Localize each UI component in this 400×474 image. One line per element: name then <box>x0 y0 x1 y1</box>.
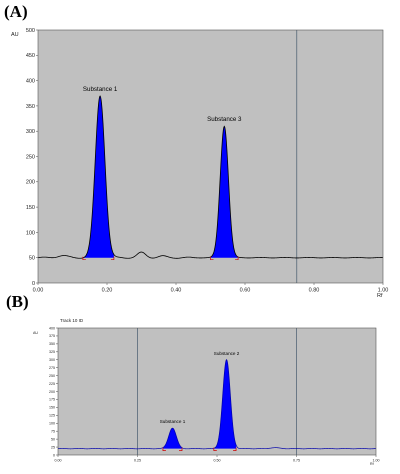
panel-a-xtick-label-5: 1.00 <box>378 288 389 294</box>
panel-b-peak-1-marker-end <box>179 447 183 451</box>
panel-a-letter: (A) <box>4 2 28 21</box>
panel-b-ytick-label-2: 50 <box>51 437 55 441</box>
panel-a-xtick-label-0: 0.00 <box>33 288 44 294</box>
panel-b-ytick-label-15: 375 <box>49 334 55 338</box>
panel-a-y-unit: AU <box>11 32 19 38</box>
panel-a-peak-label-1: Substance 1 <box>83 86 118 93</box>
panel-a-xtick-label-3: 0.60 <box>240 288 251 294</box>
panel-b-ytick-label-16: 400 <box>49 326 55 330</box>
panel-a-ytick-label-6: 300 <box>26 129 35 135</box>
panel-b-ytick-label-10: 250 <box>49 374 55 378</box>
panel-a-x-unit: Rf <box>377 293 383 299</box>
panel-b-x-unit: Rf <box>370 462 374 466</box>
panel-b-peak-1-marker-start <box>162 447 166 451</box>
panel-a-peak-1-marker-start <box>82 256 86 261</box>
panel-b-ytick-label-1: 25 <box>51 445 55 449</box>
panel-b-ytick-label-12: 300 <box>49 358 55 362</box>
panel-b-ytick-label-8: 200 <box>49 390 55 394</box>
panel-b-ytick-label-3: 75 <box>51 429 55 433</box>
panel-a-ytick-label-3: 150 <box>26 205 35 211</box>
panel-b-xtick-label-0: 0.00 <box>55 459 62 463</box>
panel-b-ytick-label-14: 350 <box>49 342 55 346</box>
panel-a-frame <box>37 29 384 284</box>
panel-a-ytick-label-5: 250 <box>26 154 35 160</box>
panel-a-peak-label-2: Substance 3 <box>207 116 242 123</box>
panel-b-plot-area <box>58 328 376 455</box>
panel-b-y-unit: AU <box>33 331 38 335</box>
panel-a-ytick-label-4: 200 <box>26 180 35 186</box>
panel-a-ytick-label-8: 400 <box>26 79 35 85</box>
panel-b-header: Track 10 ID <box>60 318 84 323</box>
panel-b-letter: (B) <box>6 292 29 311</box>
panel-a-peak-fill-1 <box>82 95 114 258</box>
panel-b-peak-label-2: Substance 2 <box>214 351 240 356</box>
panel-b-xtick-label-2: 0.50 <box>214 459 221 463</box>
panel-b-ytick-label-11: 275 <box>49 366 55 370</box>
panel-a-chromatogram: 0 50 100 150 200 250 300 350 400 450 500 0.00 0.20 0.… <box>11 28 388 299</box>
panel-b-peak-fill-1 <box>162 428 183 449</box>
panel-b-ytick-label-7: 175 <box>49 398 55 402</box>
panel-b-peak-2-marker-end <box>233 447 237 451</box>
panel-b-frame <box>57 327 377 456</box>
panel-a-peak-2-marker-start <box>210 256 214 261</box>
panel-a-ytick-label-9: 450 <box>26 53 35 59</box>
panel-a-ytick-label-1: 50 <box>29 256 35 262</box>
panel-b-ytick-label-0: 0 <box>53 453 55 457</box>
panel-b-ytick-label-6: 150 <box>49 406 55 410</box>
panel-a-ytick-label-7: 350 <box>26 104 35 110</box>
panel-a-peak-2-marker-end <box>235 256 239 261</box>
panel-a-ytick-label-10: 500 <box>26 28 35 34</box>
panel-b-ytick-label-4: 100 <box>49 422 55 426</box>
panel-b-xtick-label-1: 0.25 <box>134 459 141 463</box>
panel-b-peak-label-1: Substance 1 <box>160 419 186 424</box>
panel-b-chromatogram: 0 25 50 75 100 125 150 175 200 225 250 275 300 325 350… <box>33 326 380 466</box>
panel-a-xtick-label-4: 0.80 <box>309 288 320 294</box>
panel-b-ytick-label-5: 125 <box>49 414 55 418</box>
panel-b-peak-2-marker-start <box>213 447 217 451</box>
panel-b-xtick-label-4: 1.00 <box>373 459 380 463</box>
panel-a-ytick-label-0: 0 <box>32 281 35 287</box>
panel-b-peak-fill-2 <box>213 359 237 449</box>
panel-a-peak-1-marker-end <box>110 256 115 261</box>
panel-b-ytick-label-9: 225 <box>49 382 55 386</box>
panel-a-xtick-label-1: 0.20 <box>102 288 113 294</box>
panel-b-trace-line <box>57 359 377 450</box>
panel-a-peak-fill-2 <box>210 126 239 258</box>
panel-b-ytick-label-13: 325 <box>49 350 55 354</box>
panel-a-xtick-label-2: 0.40 <box>171 288 182 294</box>
panel-a-ytick-label-2: 100 <box>26 230 35 236</box>
panel-b-xtick-label-3: 0.75 <box>293 459 300 463</box>
